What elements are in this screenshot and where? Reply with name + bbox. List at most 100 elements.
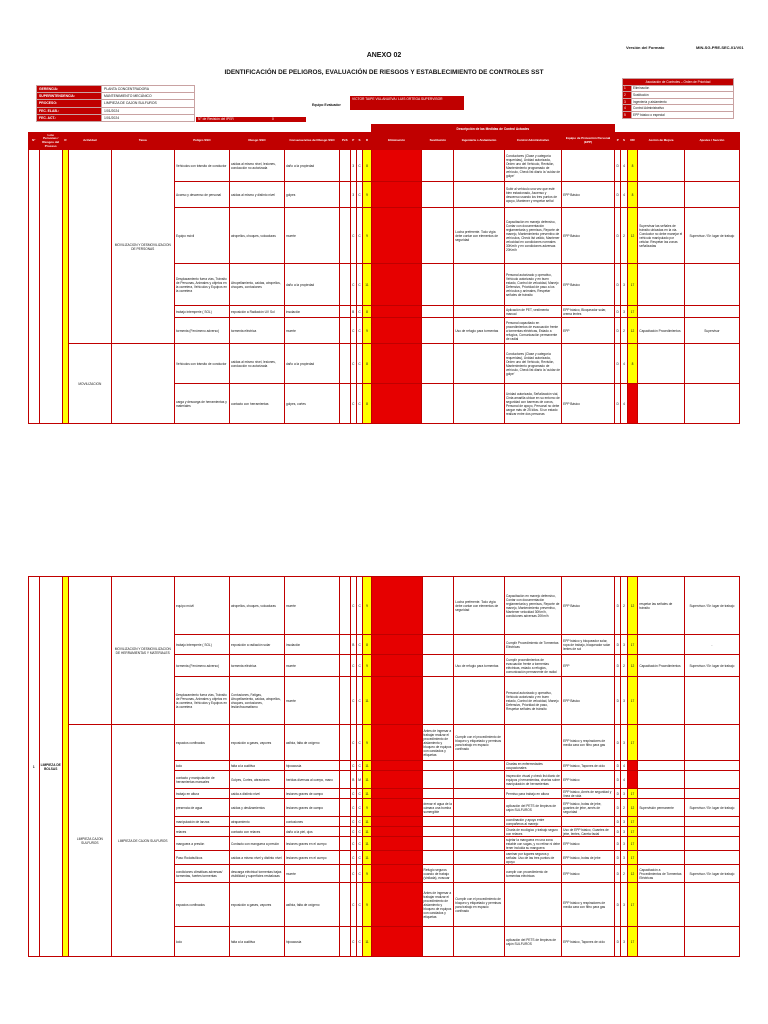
equipo-label: Equipo Evaluador: [312, 103, 341, 107]
column-header: RR: [626, 132, 639, 150]
ingenieria-cell: Uso de refugio para tormentas: [453, 317, 505, 344]
ingenieria-cell: [453, 305, 505, 318]
control-admin-cell: aplicación del PETS de limpieza de cajón…: [504, 926, 563, 957]
residual-rr-cell: 12: [626, 654, 639, 677]
ajustes-cell: [683, 770, 741, 789]
document-page-1: Versión del Formato MIN-SG-PRE-SEC-01/V0…: [28, 45, 744, 424]
header-spacer: [350, 124, 357, 133]
column-header: Control Administrativo: [503, 132, 563, 150]
peligro-cell: espacios confinados: [173, 882, 230, 927]
epp-cell: [561, 149, 616, 182]
epp-cell: Uso de EPP básico, Guantes de jebe, lent…: [561, 826, 616, 837]
ingenieria-cell: [453, 864, 506, 883]
peligro-cell: espacios confinados: [173, 724, 230, 761]
consecuencia-cell: lesiones graves en el cuerpo: [283, 836, 341, 851]
ajustes-cell: [683, 305, 741, 318]
proceso-cell: [38, 149, 63, 424]
ajustes-cell: Supervisor / En lugar de trabajo: [683, 207, 741, 264]
peligro-cell: relaves: [173, 826, 230, 837]
riesgo-cell: Golpes, Cortes, abrasiones: [228, 770, 286, 789]
equipo-value: VICTOR TAIPE VILLANUEVA / LUIS ORTEGA SU…: [350, 96, 464, 110]
r-cell: 9: [362, 654, 372, 677]
epp-cell: EPP Básico: [561, 181, 616, 208]
consecuencia-cell: heridas diversas al cuerpo, mano: [283, 770, 341, 789]
control-admin-cell: Cumplir Procedimiento de Tormentas Eléct…: [504, 634, 563, 655]
accion-mejora-cell: Capacitación Procedimientos: [637, 654, 685, 677]
consecuencia-cell: muerte: [283, 207, 340, 264]
residual-rr-cell: 17: [626, 826, 639, 837]
p-cell: C: [349, 383, 357, 424]
r-cell: 9: [362, 181, 372, 208]
pxs-cell: [338, 305, 351, 318]
column-header: PxS: [338, 132, 351, 150]
riesgo-cell: Contacto con manguera a presión: [228, 836, 286, 851]
pxs-cell: [338, 263, 351, 306]
risk-level-cell: [370, 770, 423, 789]
control-admin-cell: Capacitación en manejo defensivo, Contar…: [503, 207, 563, 264]
eliminacion-cell: Antes de ingresar a trabajar realizar el…: [421, 724, 455, 761]
table-row: carga y descarga de herramientas y mater…: [29, 383, 741, 424]
pxs-cell: [339, 760, 351, 771]
column-header: Tarea: [110, 132, 175, 150]
riesgo-cell: caídas al mismo y distinto nivel: [228, 181, 285, 208]
header-spacer: [68, 124, 111, 133]
tarea-cell: LIMPIEZA DE CAJON SULFUROS: [110, 724, 175, 957]
ingenieria-cell: Lucha preferente. Todo vigía debe contar…: [453, 207, 505, 264]
ingenieria-cell: [453, 760, 506, 771]
peligro-cell: manguera a presión: [173, 836, 230, 851]
control-admin-cell: [504, 724, 563, 761]
eliminacion-cell: [421, 926, 455, 957]
control-admin-cell: sujetar la manguera en una zona estable …: [504, 836, 563, 851]
residual-rr-cell: 17: [626, 882, 639, 927]
ajustes-cell: [683, 826, 741, 837]
epp-cell: EPP Básico: [561, 576, 616, 635]
column-header: Peligro SSO: [173, 132, 230, 150]
peligro-cell: presencia de agua: [173, 798, 230, 817]
epp-cell: EPP básico, Tapones de oído: [561, 926, 616, 957]
ajustes-cell: [683, 882, 741, 927]
r-cell: 11: [362, 926, 372, 957]
riesgo-cell: Atropellamiento, caídas, atropellos, cho…: [228, 263, 285, 306]
column-header: Eliminación: [370, 132, 423, 150]
revision-value: 0: [272, 117, 274, 121]
r-cell: 9: [362, 317, 372, 344]
ajustes-cell: [683, 850, 741, 865]
r-cell: 11: [362, 836, 372, 851]
ajustes-cell: [683, 181, 741, 208]
header-spacer: [111, 124, 175, 133]
header-spacer: [28, 124, 40, 133]
riesgo-cell: descarga eléctrica/ tormentas bajas visi…: [228, 864, 286, 883]
accion-mejora-cell: [637, 343, 685, 384]
epp-cell: EPP básico, Tapones de oído: [561, 760, 616, 771]
header-spacer: [229, 124, 285, 133]
control-admin-cell: Personal autorizado y operativo, Vehícul…: [503, 263, 563, 306]
column-header: R: [362, 132, 372, 150]
r-cell: 8: [362, 383, 372, 424]
column-header: Lote Personas / Riesgos del Proceso: [38, 132, 63, 150]
risk-level-cell: [370, 850, 423, 865]
eliminacion-cell: [421, 343, 455, 384]
residual-rr-cell: 17: [626, 724, 639, 761]
consecuencia-cell: asfixia, falta de oxígeno: [283, 724, 341, 761]
legend-number: 1: [622, 84, 632, 93]
control-admin-cell: Charla de ecológico y trabajo seguro con…: [504, 826, 563, 837]
priority-legend: Asociación de Controles – Orden de Prior…: [622, 78, 734, 119]
risk-level-cell: [370, 826, 423, 837]
anexo-title: ANEXO 02: [366, 52, 402, 59]
accion-mejora-cell: [637, 149, 685, 182]
residual-rr-cell: 12: [626, 207, 639, 264]
accion-mejora-cell: [637, 181, 685, 208]
riesgo-cell: exposición a radiación solar: [228, 634, 286, 655]
info-key: GERENCIA:: [36, 84, 102, 94]
residual-rr-cell: 8: [626, 149, 639, 182]
iper-table-page-2: 1 LIMPIEZA DE BOLSAS MOVILIZACION Y DESMOV…: [28, 576, 741, 957]
accion-mejora-cell: [637, 724, 685, 761]
control-admin-cell: Permiso para trabajo en altura: [504, 788, 563, 799]
ajustes-cell: -: [683, 634, 741, 655]
table-row: trabajo intemperie ( SOL) exposición a ra…: [29, 634, 741, 655]
r-cell: 11: [362, 676, 372, 725]
epp-cell: EPP Básico: [561, 207, 616, 264]
riesgo-cell: Contusiones, Fatigas, Atropellamiento, c…: [228, 676, 286, 725]
control-admin-cell: [504, 882, 563, 927]
table-row: contacto y manipulación de herramientas …: [29, 770, 741, 789]
